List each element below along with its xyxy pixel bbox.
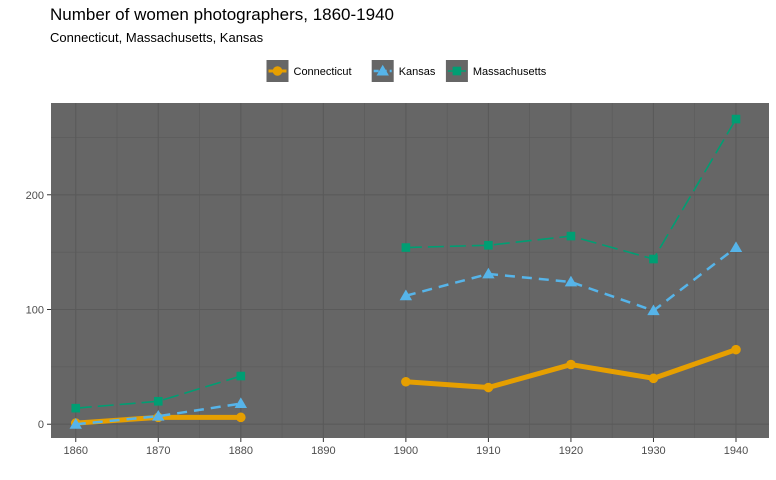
x-tick-label: 1890: [311, 445, 335, 457]
x-tick-label: 1870: [146, 445, 170, 457]
data-point-connecticut: [566, 359, 576, 370]
legend-item-connecticut: Connecticut: [266, 60, 352, 82]
data-point-connecticut: [236, 412, 246, 423]
x-tick-label: 1930: [641, 445, 665, 457]
legend-item-massachusetts: Massachusetts: [445, 60, 547, 82]
legend: Connecticut Kansas Massachusetts: [266, 60, 547, 82]
x-tick-label: 1900: [394, 445, 418, 457]
legend-key-marker: [272, 66, 283, 76]
data-point-massachusetts: [71, 403, 81, 413]
chart-subtitle: Connecticut, Massachusetts, Kansas: [50, 30, 264, 45]
data-point-kansas: [234, 397, 248, 409]
data-point-connecticut: [731, 344, 741, 355]
series-line-kansas: [75, 402, 242, 426]
series-line-kansas: [405, 246, 737, 312]
chart-title: Number of women photographers, 1860-1940: [50, 5, 394, 24]
series-layer: [69, 114, 743, 429]
data-point-kansas: [729, 241, 743, 253]
legend-label: Kansas: [399, 66, 436, 78]
data-point-massachusetts: [153, 396, 163, 406]
y-tick-label: 200: [26, 190, 44, 202]
legend-label: Massachusetts: [473, 66, 547, 78]
data-point-massachusetts: [236, 371, 246, 381]
y-axis: 0 100 200: [26, 190, 51, 431]
x-tick-label: 1860: [64, 445, 88, 457]
data-point-massachusetts: [649, 254, 658, 264]
data-point-connecticut: [648, 373, 659, 384]
legend-key-marker: [376, 64, 389, 76]
legend-item-kansas: Kansas: [371, 60, 436, 82]
data-point-connecticut: [483, 382, 494, 393]
x-tick-label: 1920: [559, 445, 583, 457]
grid-lines: [51, 103, 769, 438]
data-point-kansas: [152, 410, 165, 421]
x-axis: 1860 1870 1880 1890 1900 1910 1920 1930 1940: [64, 438, 748, 457]
data-point-massachusetts: [401, 243, 411, 252]
data-point-kansas: [482, 267, 495, 279]
data-point-connecticut: [401, 376, 411, 387]
series-kansas: [69, 241, 743, 429]
data-point-kansas: [399, 289, 413, 301]
series-line-massachusetts: [75, 375, 242, 409]
data-point-massachusetts: [566, 231, 576, 241]
x-tick-label: 1940: [724, 445, 748, 457]
legend-key-marker: [452, 66, 462, 76]
x-tick-label: 1880: [229, 445, 253, 457]
data-point-kansas: [564, 275, 578, 287]
legend-label: Connecticut: [294, 66, 352, 78]
data-point-kansas: [69, 418, 82, 429]
x-tick-label: 1910: [476, 445, 500, 457]
data-point-massachusetts: [484, 240, 493, 250]
y-tick-label: 100: [26, 305, 44, 317]
series-massachusetts: [71, 114, 741, 413]
data-point-massachusetts: [731, 114, 741, 124]
data-point-kansas: [647, 304, 660, 316]
y-tick-label: 0: [38, 419, 44, 431]
